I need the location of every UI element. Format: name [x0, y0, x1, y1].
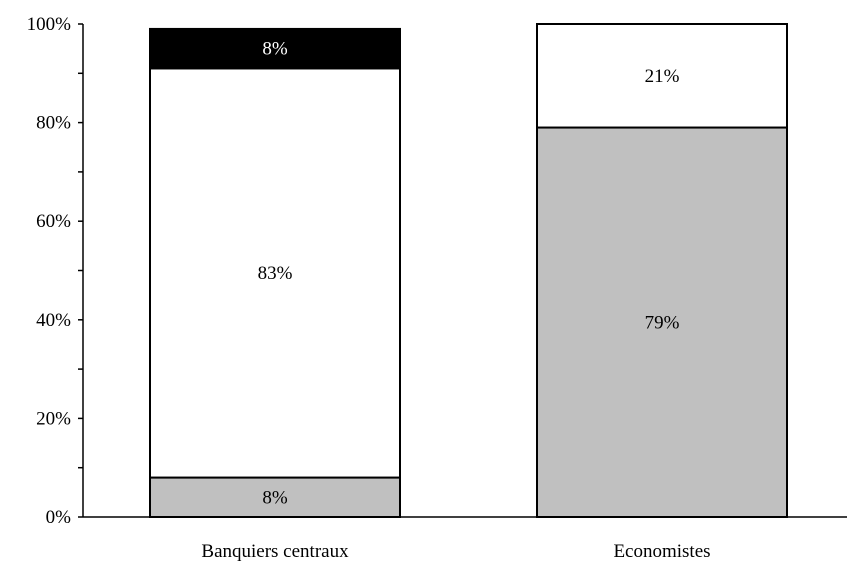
x-axis-labels: Banquiers centraux Economistes [201, 541, 710, 562]
y-tick-label: 0% [46, 507, 72, 528]
y-tick-label: 20% [36, 408, 71, 429]
bar-segment [536, 126, 788, 518]
bar-segment [149, 476, 401, 518]
bar-segment [149, 27, 401, 70]
x-category-label: Economistes [613, 541, 710, 562]
data-label: 21% [645, 66, 680, 87]
data-label: 79% [645, 312, 680, 333]
y-tick-label: 40% [36, 310, 71, 331]
data-label: 8% [262, 487, 288, 508]
bar-segment [536, 23, 788, 129]
x-category-label: Banquiers centraux [201, 541, 349, 562]
y-tick-label: 80% [36, 113, 71, 134]
bar-segment [149, 67, 401, 479]
bar-segments [149, 23, 788, 518]
data-label: 8% [262, 39, 288, 60]
data-labels: 8% 83% 8% 79% 21% [258, 39, 680, 509]
x-axis: Banquiers centraux Economistes [83, 516, 847, 562]
y-axis-ticks: 0% 20% 40% 60% 80% 100% [27, 14, 83, 528]
y-axis: 0% 20% 40% 60% 80% 100% [27, 14, 84, 528]
y-tick-label: 100% [27, 14, 72, 35]
y-tick-label: 60% [36, 211, 71, 232]
data-label: 83% [258, 263, 293, 284]
